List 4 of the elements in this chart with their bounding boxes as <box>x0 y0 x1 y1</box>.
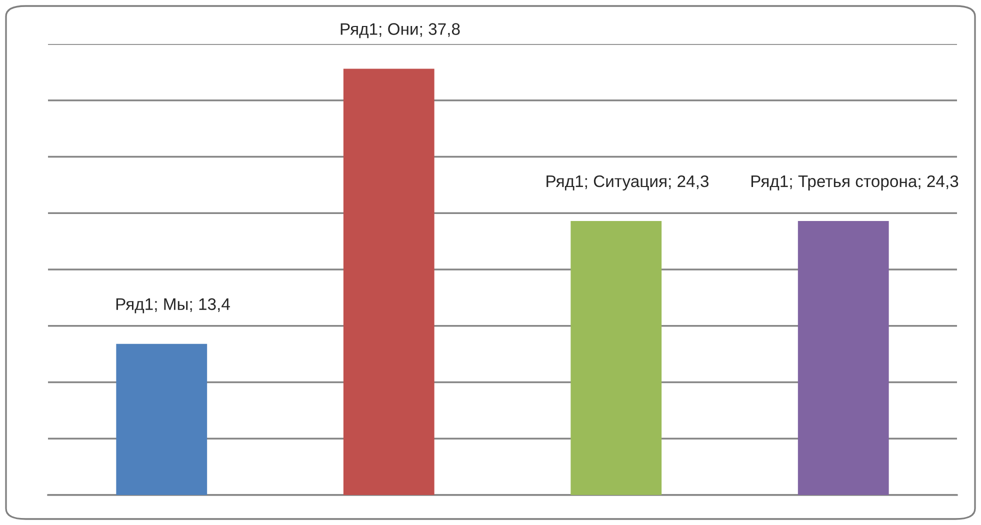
data-label: Ряд1; Ситуация; 24,3 <box>546 175 709 190</box>
data-label: Ряд1; Они; 37,8 <box>340 23 460 38</box>
data-label: Ряд1; Мы; 13,4 <box>116 298 230 314</box>
data-label: Ряд1; Третья сторона; 24,3 <box>751 175 958 190</box>
